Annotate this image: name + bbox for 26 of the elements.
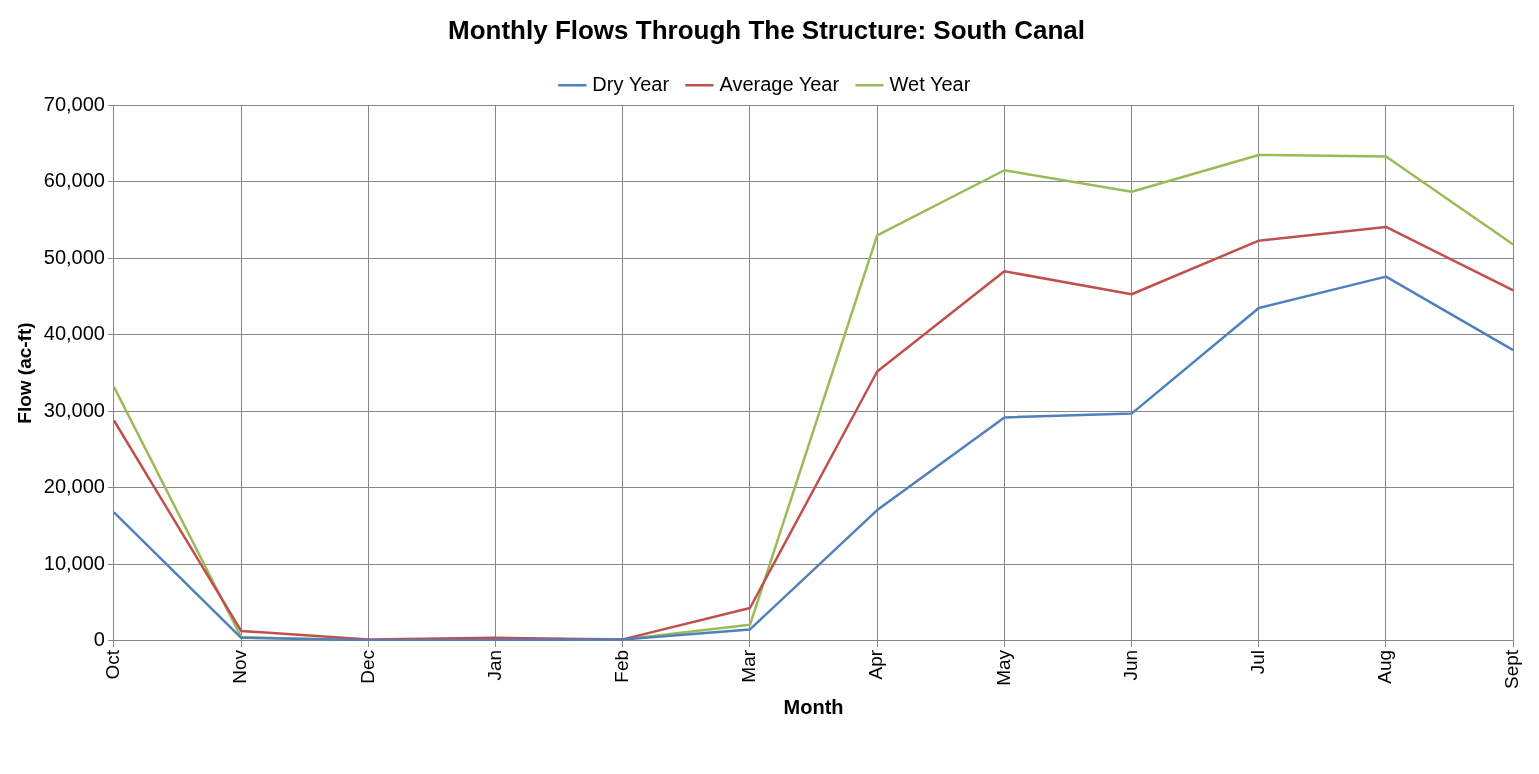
y-tick-label: 0 [93,628,105,651]
x-axis-title: Month [783,695,844,718]
chart-title: Monthly Flows Through The Structure: South Canal [448,14,1085,45]
y-tick-label: 50,000 [43,245,105,268]
x-tick-label: Nov [229,649,251,684]
y-tick-label: 40,000 [43,322,105,345]
y-tick-label: 10,000 [43,551,105,574]
x-tick-label: Jan [483,649,505,681]
x-tick-label: Jul [1247,649,1269,675]
y-tick-label: 60,000 [43,169,105,192]
x-tick-label: Sept [1501,649,1523,690]
legend-label: Wet Year [889,72,971,95]
legend-label: Average Year [719,72,840,95]
x-tick-label: Mar [738,649,760,683]
y-tick-label: 30,000 [43,398,105,421]
legend-label: Dry Year [592,72,670,95]
x-tick-label: Dec [356,649,378,684]
y-tick-label: 20,000 [43,475,105,498]
x-tick-label: Aug [1374,649,1396,684]
x-tick-label: Apr [865,649,887,680]
y-tick-label: 70,000 [43,92,105,115]
x-tick-label: Feb [611,649,633,683]
y-axis-title: Flow (ac-ft) [13,322,35,424]
x-tick-label: May [992,649,1014,686]
x-tick-label: Jun [1119,649,1141,681]
x-tick-label: Oct [102,649,124,680]
